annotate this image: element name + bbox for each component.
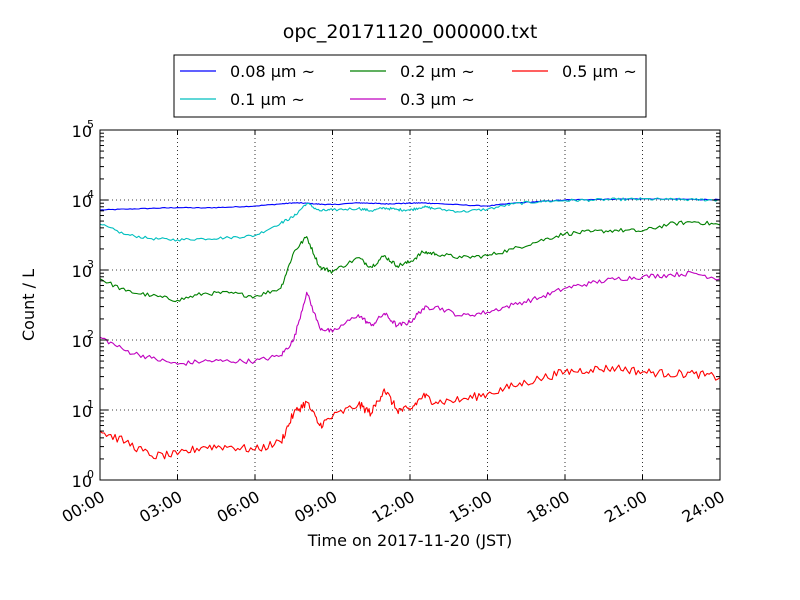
legend-entry: 0.2 μm ~ — [350, 62, 475, 81]
y-tick-label: 104 — [72, 188, 94, 211]
x-axis-label: Time on 2017-11-20 (JST) — [307, 531, 512, 550]
y-tick-label-exponent: 4 — [87, 188, 94, 201]
legend-entry: 0.3 μm ~ — [350, 90, 475, 109]
y-tick-label-exponent: 2 — [87, 328, 94, 341]
y-tick-label-base: 10 — [72, 262, 92, 281]
y-tick-label-base: 10 — [72, 122, 92, 141]
y-tick-label-base: 10 — [72, 192, 92, 211]
legend-label: 0.5 μm ~ — [562, 62, 637, 81]
y-axis-label: Count / L — [19, 269, 38, 341]
legend-box — [173, 54, 647, 118]
legend-label: 0.3 μm ~ — [400, 90, 475, 109]
y-tick-label: 100 — [72, 468, 94, 491]
y-tick-label: 102 — [72, 328, 94, 351]
legend-label: 0.2 μm ~ — [400, 62, 475, 81]
legend-entry: 0.5 μm ~ — [512, 62, 637, 81]
series-line — [99, 364, 721, 460]
y-tick-label-base: 10 — [72, 472, 92, 491]
y-tick-label-exponent: 1 — [87, 398, 94, 411]
legend-label: 0.08 μm ~ — [230, 62, 315, 81]
legend-label: 0.1 μm ~ — [230, 90, 305, 109]
y-tick-label: 103 — [72, 258, 94, 281]
chart-title: opc_20171120_000000.txt — [283, 21, 538, 43]
legend-entry: 0.08 μm ~ — [180, 62, 315, 81]
y-tick-label-exponent: 0 — [87, 468, 94, 481]
series-group — [99, 197, 721, 460]
series-line — [99, 197, 721, 242]
grid — [100, 130, 720, 480]
y-tick-label: 105 — [72, 118, 94, 141]
y-tick-label-exponent: 3 — [87, 258, 94, 271]
y-tick-label-exponent: 5 — [87, 118, 94, 131]
legend: 0.08 μm ~ 0.1 μm ~ 0.2 μm ~ 0.3 μm ~ 0.5 μm … — [173, 54, 647, 118]
series-line — [99, 220, 721, 303]
y-tick-label-base: 10 — [72, 332, 92, 351]
series-line — [99, 270, 721, 366]
plot-frame — [99, 129, 721, 481]
y-tick-label-base: 10 — [72, 402, 92, 421]
y-tick-label: 101 — [72, 398, 94, 421]
legend-entry: 0.1 μm ~ — [180, 90, 305, 109]
